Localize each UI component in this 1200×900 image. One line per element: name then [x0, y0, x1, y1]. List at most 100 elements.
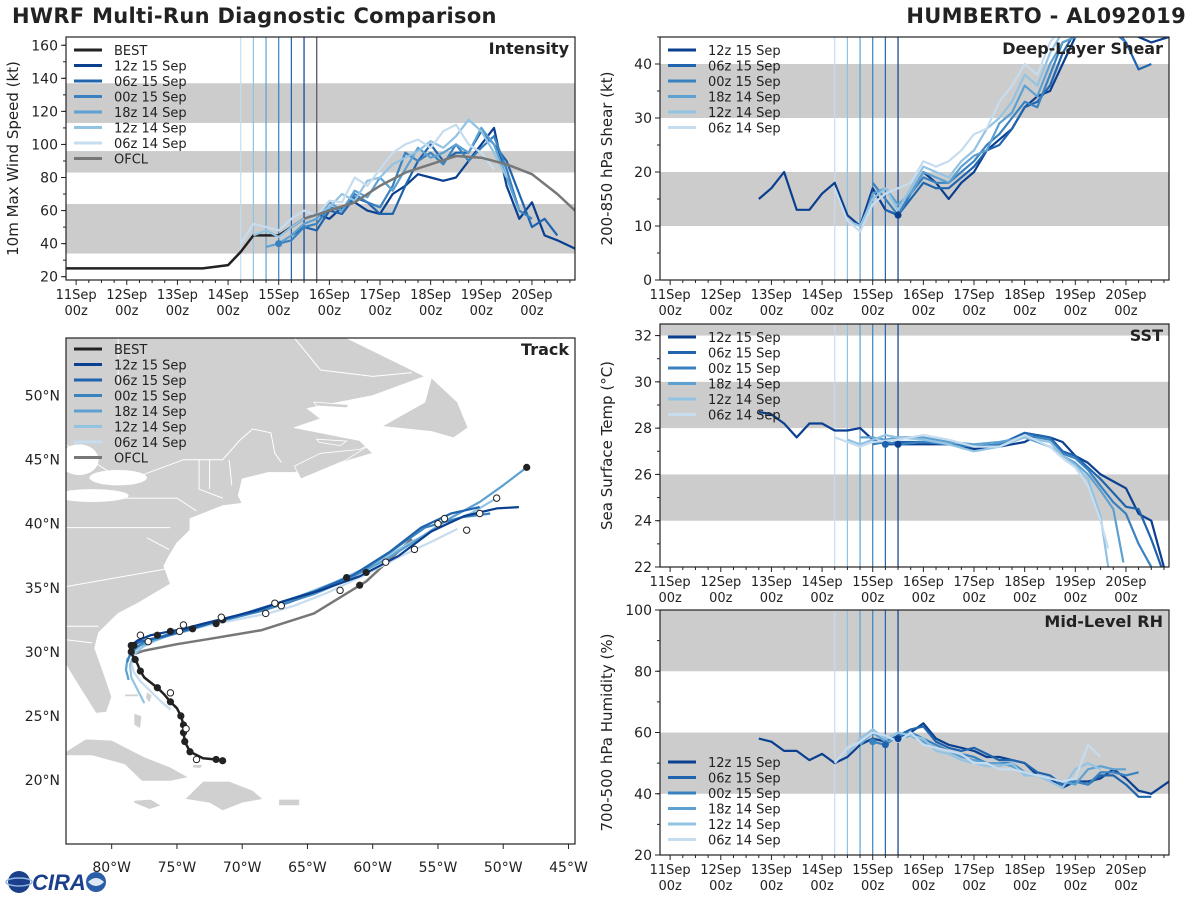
y-tick-label: 60 [40, 204, 58, 220]
storm-name: HUMBERTO - AL092019 [906, 4, 1186, 28]
x-tick-label-bottom: 00z [810, 879, 834, 894]
best-track-point [186, 748, 194, 756]
series-06z-15-sep [884, 725, 1152, 798]
x-tick-label-bottom: 00z [1114, 879, 1138, 894]
band-2 [660, 324, 1169, 336]
x-tick-label-top: 19Sep [461, 288, 502, 303]
x-tick-label-top: 18Sep [1004, 575, 1045, 590]
x-tick-label-top: 16Sep [903, 288, 944, 303]
legend-label-ofcl: OFCL [114, 452, 149, 467]
y-tick-label: 28 [634, 421, 652, 437]
cira-logo: CIRA [5, 870, 106, 895]
x-tick-label-bottom: 00z [419, 304, 443, 319]
x-tick-label-bottom: 00z [1013, 304, 1037, 319]
x-tick-label-top: 12Sep [700, 575, 741, 590]
logo-text: CIRA [32, 870, 86, 895]
x-tick-label-top: 11Sep [650, 863, 691, 878]
x-tick-label: 80°W [92, 860, 131, 876]
axes-frame [65, 36, 576, 281]
y-tick-label: 45°N [25, 453, 60, 469]
series-group [758, 37, 1169, 233]
track-point-filled [130, 641, 138, 650]
x-tick-label-bottom: 00z [520, 304, 544, 319]
lake-2 [66, 444, 99, 476]
x-tick-label: 45°W [549, 860, 588, 876]
x-tick-label-top: 12Sep [700, 288, 741, 303]
y-tick-label: 100 [31, 137, 58, 153]
x-tick-label-bottom: 00z [760, 591, 784, 606]
border-line-3 [124, 428, 282, 482]
band-1 [660, 610, 1169, 672]
legend-label-06z-15-sep: 06z 15 Sep [114, 374, 187, 389]
x-tick-label-bottom: 00z [810, 304, 834, 319]
axes-frame [659, 323, 1170, 568]
y-tick-label: 40°N [25, 517, 60, 533]
marker-12z-15-sep [894, 440, 902, 448]
legend-label-00z-15-sep: 00z 15 Sep [708, 787, 781, 802]
border-line-10 [146, 537, 170, 550]
y-axis-label: 700-500 hPa Humidity (%) [598, 633, 616, 831]
land-grand-bahama [124, 693, 140, 698]
track-point-filled [343, 573, 351, 582]
y-tick-label: 25°N [25, 709, 60, 725]
legend-label-18z-14-sep: 18z 14 Sep [708, 803, 781, 818]
border-line-5 [198, 459, 223, 499]
land-great-inagua [192, 764, 204, 769]
legend-label-12z-15-sep: 12z 15 Sep [708, 756, 781, 771]
x-tick-label-bottom: 00z [1064, 879, 1088, 894]
track-point-open [144, 637, 152, 646]
y-tick-label: 30 [634, 375, 652, 391]
track-point-open [175, 627, 184, 636]
x-tick-label-top: 13Sep [751, 863, 792, 878]
track-point-open [192, 755, 201, 764]
x-tick-label-top: 18Sep [410, 288, 451, 303]
legend-label-best: BEST [114, 343, 147, 358]
legend-label-00z-15-sep: 00z 15 Sep [708, 362, 781, 377]
x-tick-label-bottom: 00z [1114, 591, 1138, 606]
x-tick-label-top: 19Sep [1055, 575, 1096, 590]
x-tick-label-top: 19Sep [1055, 288, 1096, 303]
x-tick-label-bottom: 00z [1013, 879, 1037, 894]
x-tick-label-top: 11Sep [56, 288, 97, 303]
legend-label-12z-14-sep: 12z 14 Sep [114, 421, 187, 436]
panel-title: SST [1130, 326, 1163, 345]
legend-label-12z-14-sep: 12z 14 Sep [708, 818, 781, 833]
marker-06z-15-sep [881, 741, 889, 749]
x-tick-label-top: 13Sep [751, 575, 792, 590]
y-tick-label: 60 [634, 726, 652, 742]
x-tick-label-top: 14Sep [802, 288, 843, 303]
x-tick-label-top: 20Sep [1105, 575, 1146, 590]
y-tick-label: 10 [634, 219, 652, 235]
y-tick-label: 20 [40, 270, 58, 286]
track-point-open [261, 609, 270, 618]
x-tick-label-top: 16Sep [903, 575, 944, 590]
x-tick-label-bottom: 00z [912, 304, 936, 319]
x-tick-label-top: 17Sep [953, 288, 994, 303]
x-tick-label-bottom: 00z [912, 879, 936, 894]
x-tick-label-bottom: 00z [1013, 591, 1037, 606]
series-06z-15-sep [884, 37, 1152, 217]
x-tick-label: 60°W [353, 860, 392, 876]
legend-label-06z-15-sep: 06z 15 Sep [114, 75, 187, 90]
x-tick-label-bottom: 00z [216, 304, 240, 319]
y-tick-label: 50°N [25, 389, 60, 405]
series-best [66, 217, 305, 270]
x-tick-label-bottom: 00z [962, 304, 986, 319]
x-tick-label-bottom: 00z [709, 591, 733, 606]
track-point-open [182, 725, 190, 733]
marker-06z-15-sep [881, 440, 889, 448]
marker-00z-15-sep [275, 240, 283, 248]
x-tick-label: 50°W [484, 860, 523, 876]
track-point-open [462, 526, 471, 534]
series-06z-14-sep [834, 434, 1110, 549]
legend-label-18z-14-sep: 18z 14 Sep [114, 405, 187, 420]
track-point-filled [212, 620, 220, 628]
land-north-america [66, 338, 426, 714]
y-tick-label: 24 [634, 514, 652, 530]
series-12z-15-sep [758, 37, 1169, 228]
x-tick-label: 65°W [288, 860, 327, 876]
legend-label-06z-14-sep: 06z 14 Sep [708, 409, 781, 424]
y-tick-label: 140 [31, 71, 58, 87]
best-track-point [131, 655, 139, 664]
